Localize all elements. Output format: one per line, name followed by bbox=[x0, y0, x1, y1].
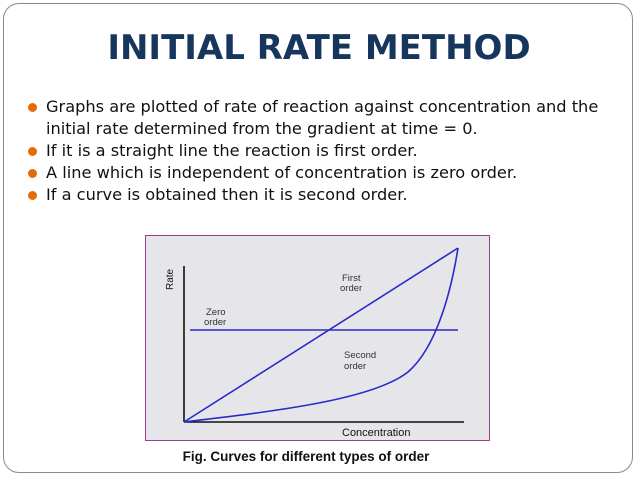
zero-order-label: Zero bbox=[206, 307, 226, 318]
y-axis-label: Rate bbox=[165, 268, 176, 290]
bullet-item: Graphs are plotted of rate of reaction a… bbox=[26, 96, 626, 140]
rate-diagram: Rate Concentration First order Zero orde… bbox=[145, 235, 490, 441]
second-order-label: Second bbox=[344, 350, 376, 361]
second-order-label: order bbox=[344, 361, 366, 372]
bullet-text: If it is a straight line the reaction is… bbox=[46, 141, 418, 160]
bullet-item: If it is a straight line the reaction is… bbox=[26, 140, 626, 162]
bullet-item: A line which is independent of concentra… bbox=[26, 162, 626, 184]
zero-order-label: order bbox=[204, 317, 226, 328]
bullet-text: A line which is independent of concentra… bbox=[46, 163, 518, 182]
bullet-item: If a curve is obtained then it is second… bbox=[26, 184, 626, 206]
bullet-list: Graphs are plotted of rate of reaction a… bbox=[26, 96, 626, 206]
first-order-line bbox=[183, 247, 459, 423]
bullet-dot-icon bbox=[28, 103, 37, 112]
figure-caption: Fig. Curves for different types of order bbox=[182, 449, 430, 464]
first-order-label: First bbox=[342, 273, 361, 284]
first-order-label: order bbox=[340, 283, 362, 294]
bullet-dot-icon bbox=[28, 147, 37, 156]
x-axis-label: Concentration bbox=[342, 427, 411, 439]
bullet-text: Graphs are plotted of rate of reaction a… bbox=[46, 97, 599, 138]
second-order-curve bbox=[183, 247, 459, 423]
rate-diagram-svg: Rate Concentration First order Zero orde… bbox=[165, 247, 464, 439]
bullet-text: If a curve is obtained then it is second… bbox=[46, 185, 408, 204]
slide-title: INITIAL RATE METHOD bbox=[107, 28, 531, 68]
slide-frame bbox=[3, 3, 633, 473]
bullet-dot-icon bbox=[28, 169, 37, 178]
bullet-dot-icon bbox=[28, 191, 37, 200]
